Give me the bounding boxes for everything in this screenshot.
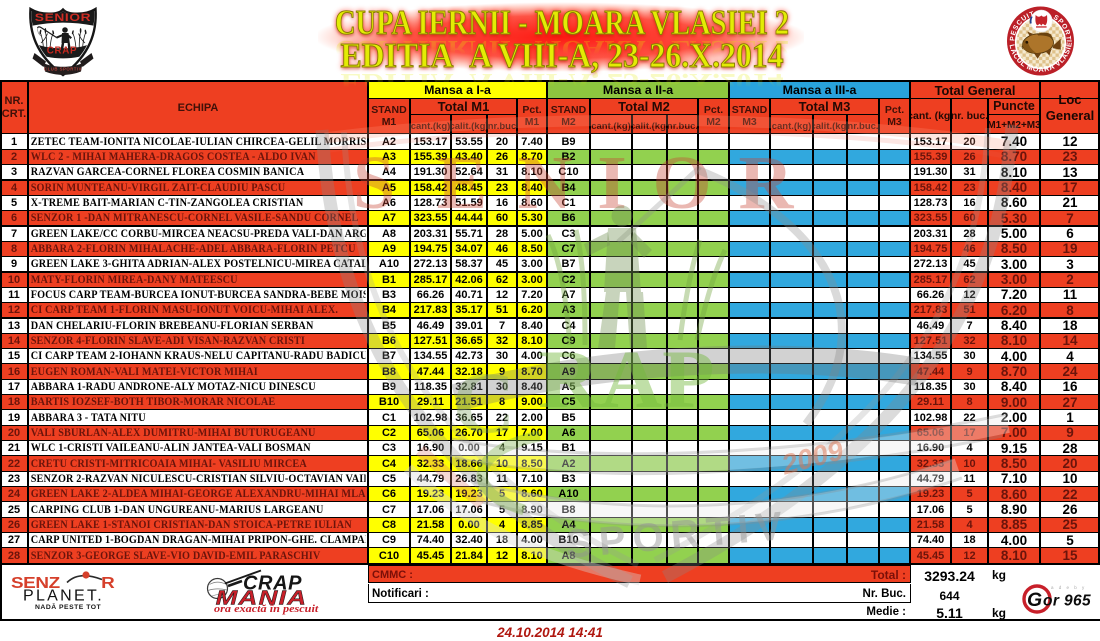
svg-text:MANIA: MANIA [216,586,308,608]
svg-text:CRAP: CRAP [243,573,302,595]
svg-text:G: G [1027,589,1042,611]
svg-text:SENIOR: SENIOR [35,11,91,23]
svg-text:PLANET.: PLANET. [23,588,104,605]
svg-text:or 965: or 965 [1043,593,1091,610]
svg-text:CLUB SPORTIV: CLUB SPORTIV [44,67,82,72]
svg-text:R: R [101,573,115,591]
svg-text:ora exactă în pescuit: ora exactă în pescuit [214,604,319,615]
svg-text:SENZ: SENZ [11,573,61,591]
svg-text:CRAP: CRAP [47,46,78,57]
svg-text:NADĂ PESTE TOT: NADĂ PESTE TOT [35,602,102,611]
svg-text:m a d e b y: m a d e b y [1042,585,1086,590]
